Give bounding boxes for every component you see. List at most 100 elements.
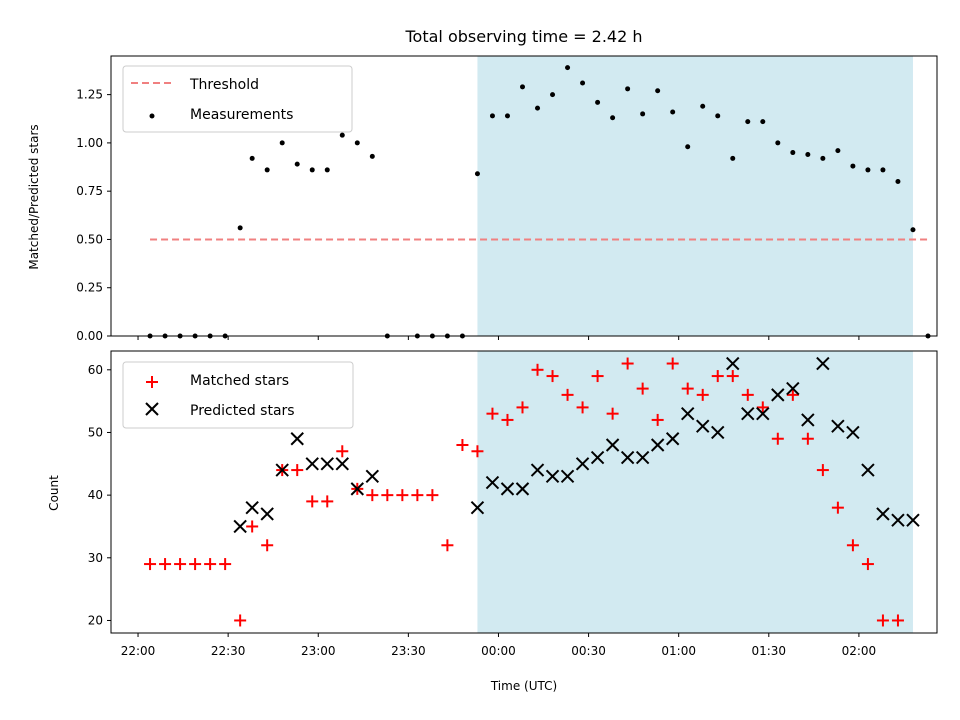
y-tick-label: 20 [88,613,103,627]
x-tick-label: 22:00 [121,644,156,658]
x-tick-label: 22:30 [211,644,246,658]
bottom-y-ticks: 20 30 40 50 60 [88,363,111,627]
figure-title: Total observing time = 2.42 h [404,27,642,46]
measurement-point [700,103,706,109]
matched-star-point [336,445,349,458]
matched-star-point [306,495,319,508]
y-tick-label: 0.25 [76,281,103,295]
measurement-point [249,155,255,161]
measurement-point [580,80,586,86]
predicted-star-point [846,425,860,440]
predicted-star-point [786,381,800,396]
measurement-point [790,150,796,156]
measurement-point [640,111,646,117]
matched-star-point [261,539,274,552]
bottom-legend: Matched stars Predicted stars [122,361,354,429]
matched-star-point [426,489,439,502]
x-tick-label: 00:00 [481,644,516,658]
matched-star-point [741,388,754,401]
measurement-point [519,84,525,90]
x-tick-label: 00:30 [571,644,606,658]
matched-star-point [486,407,499,420]
predicted-star-point [485,475,500,490]
top-y-axis-label: Matched/Predicted stars [27,124,41,269]
matched-star-point [591,370,604,383]
predicted-star-point [891,513,905,527]
bottom-panel: 20 30 40 50 60 22:00 22:30 23:00 23:30 00:00 00:3… [47,350,938,693]
matched-star-point [516,401,529,414]
matched-star-point [801,432,814,445]
measurement-point [685,144,691,150]
measurement-point [294,161,300,167]
x-axis-label: Time (UTC) [490,679,557,693]
predicted-star-point [500,482,515,496]
matched-star-point [471,445,484,458]
y-tick-label: 50 [88,425,103,439]
measurement-point [910,227,916,233]
predicted-star-point [680,406,695,421]
predicted-star-point [771,388,785,402]
matched-star-point [531,363,544,376]
predicted-star-point [515,482,530,496]
matched-star-point [219,558,232,571]
matched-star-point [876,614,889,627]
matched-star-point [144,558,157,571]
measurements-legend-swatch [149,113,155,119]
matched-star-point [381,489,394,502]
matched-star-point [636,382,649,395]
y-tick-label: 1.00 [76,136,103,150]
measurement-point [535,105,541,111]
measurement-point [865,167,871,173]
predicted-star-point [696,419,710,433]
top-panel: 0.00 0.25 0.50 0.75 1.00 1.25 Matched/Predict… [27,55,938,343]
predicted-star-point [816,356,830,371]
matched-star-point [246,520,259,533]
predicted-star-point [590,450,605,465]
y-tick-label: 0.00 [76,329,103,343]
measurement-point [850,163,856,169]
predicted-stars-points [233,356,920,534]
x-tick-label: 01:30 [751,644,786,658]
measurement-point [775,140,781,146]
matched-star-point [831,501,844,514]
bottom-y-axis-label: Count [47,475,61,511]
x-tick-label: 23:30 [391,644,426,658]
predicted-star-point [650,438,665,452]
matched-star-point [726,370,739,383]
measurement-point [489,113,495,119]
x-tick-label: 02:00 [842,644,877,658]
matched-legend-label: Matched stars [190,373,289,389]
measurement-point [324,167,330,173]
y-tick-label: 0.50 [76,232,103,246]
bottom-x-ticks: 22:00 22:30 23:00 23:30 00:00 00:30 01:00 01:30… [121,633,876,658]
predicted-star-point [320,457,334,471]
matched-star-point [159,558,172,571]
measurement-point [880,167,886,173]
matched-star-point [234,614,247,627]
predicted-star-point [726,356,740,371]
predicted-legend-label: Predicted stars [190,403,295,419]
matched-star-point [546,370,559,383]
measurements-points [147,65,931,339]
predicted-star-point [711,425,725,440]
predicted-star-point [470,500,485,515]
y-tick-label: 40 [88,488,103,502]
measurement-point [264,167,270,173]
top-highlight-span [477,56,913,336]
matched-star-point [366,489,379,502]
matched-star-point [621,357,634,370]
predicted-star-point [575,457,590,471]
top-x-ticks [137,336,860,340]
predicted-star-point [260,507,274,521]
measurement-point [595,99,601,105]
measurement-point [730,155,736,161]
threshold-legend-label: Threshold [189,77,259,93]
matched-star-point [816,464,829,477]
measurement-point [805,151,811,157]
matched-star-point [681,382,694,395]
matched-star-point [456,439,469,451]
predicted-star-point [305,457,319,471]
measurement-point [655,88,661,94]
predicted-star-point [756,406,770,421]
